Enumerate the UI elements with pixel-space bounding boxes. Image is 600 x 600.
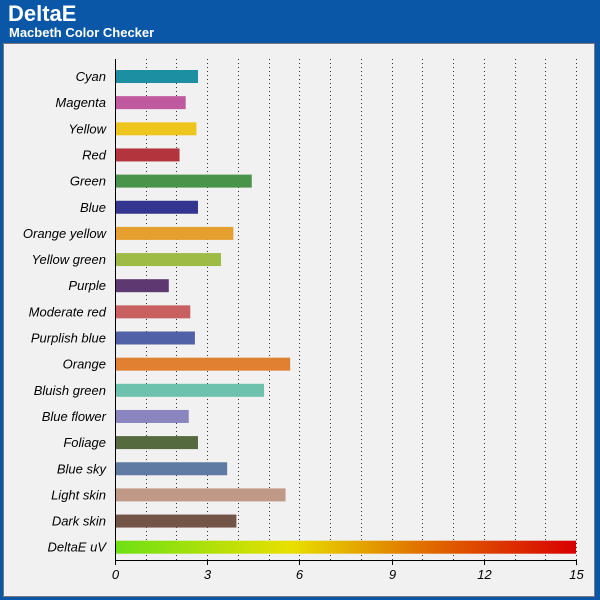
bar-chart: Cyan Magenta Yellow Red Green Blue Orange yell… <box>23 59 584 582</box>
bar-green <box>116 174 252 188</box>
bar-yellow <box>116 122 197 136</box>
bar-foliage <box>116 436 198 450</box>
category-label: Green <box>70 174 106 189</box>
grid-lines <box>146 59 577 560</box>
x-tick-label: 15 <box>569 567 584 582</box>
chart-title: DeltaE <box>8 1 77 26</box>
category-label: Blue sky <box>57 461 108 476</box>
x-tick-label: 3 <box>204 567 212 582</box>
category-label: Orange yellow <box>23 226 108 241</box>
category-label: Moderate red <box>29 304 107 319</box>
bars <box>116 70 576 554</box>
bar-orange-yellow <box>116 226 234 240</box>
category-label: Cyan <box>76 69 106 84</box>
bar-cyan <box>116 70 198 83</box>
category-label: Dark skin <box>52 514 106 529</box>
category-labels: Cyan Magenta Yellow Red Green Blue Orange yell… <box>23 69 108 555</box>
bar-blue-sky <box>116 462 228 476</box>
category-label: Magenta <box>55 95 106 110</box>
category-label: Blue <box>80 200 106 215</box>
bar-blue-flower <box>116 409 189 423</box>
x-axis: 0 3 6 9 12 15 <box>112 59 584 582</box>
bar-dark-skin <box>116 514 237 528</box>
category-label: Yellow <box>68 121 107 136</box>
bar-purplish-blue <box>116 331 195 345</box>
category-label: Orange <box>63 357 106 372</box>
category-label: Yellow green <box>32 252 106 267</box>
category-label: Purplish blue <box>31 331 106 346</box>
category-label: Light skin <box>51 487 106 502</box>
x-tick-label: 0 <box>112 567 120 582</box>
bar-moderate-red <box>116 305 191 319</box>
category-label: Foliage <box>63 435 106 450</box>
bar-light-skin <box>116 488 286 502</box>
category-label: DeltaE uV <box>47 540 107 555</box>
category-label: Blue flower <box>42 409 107 424</box>
bar-yellow-green <box>116 253 222 267</box>
bar-bluish-green <box>116 383 265 397</box>
bar-magenta <box>116 96 186 110</box>
header-bar: DeltaE Macbeth Color Checker <box>0 0 600 43</box>
category-label: Bluish green <box>34 383 106 398</box>
x-tick-label: 6 <box>296 567 304 582</box>
category-label: Red <box>82 147 107 162</box>
chart-subtitle: Macbeth Color Checker <box>9 25 155 40</box>
plot-panel: Cyan Magenta Yellow Red Green Blue Orange yell… <box>3 43 595 597</box>
category-label: Purple <box>68 278 106 293</box>
bar-deltae-uv <box>116 540 576 554</box>
x-tick-label: 9 <box>389 567 396 582</box>
bar-orange <box>116 357 291 371</box>
bar-red <box>116 148 180 162</box>
bar-purple <box>116 279 169 293</box>
bar-blue <box>116 200 198 214</box>
x-tick-label: 12 <box>477 567 492 582</box>
